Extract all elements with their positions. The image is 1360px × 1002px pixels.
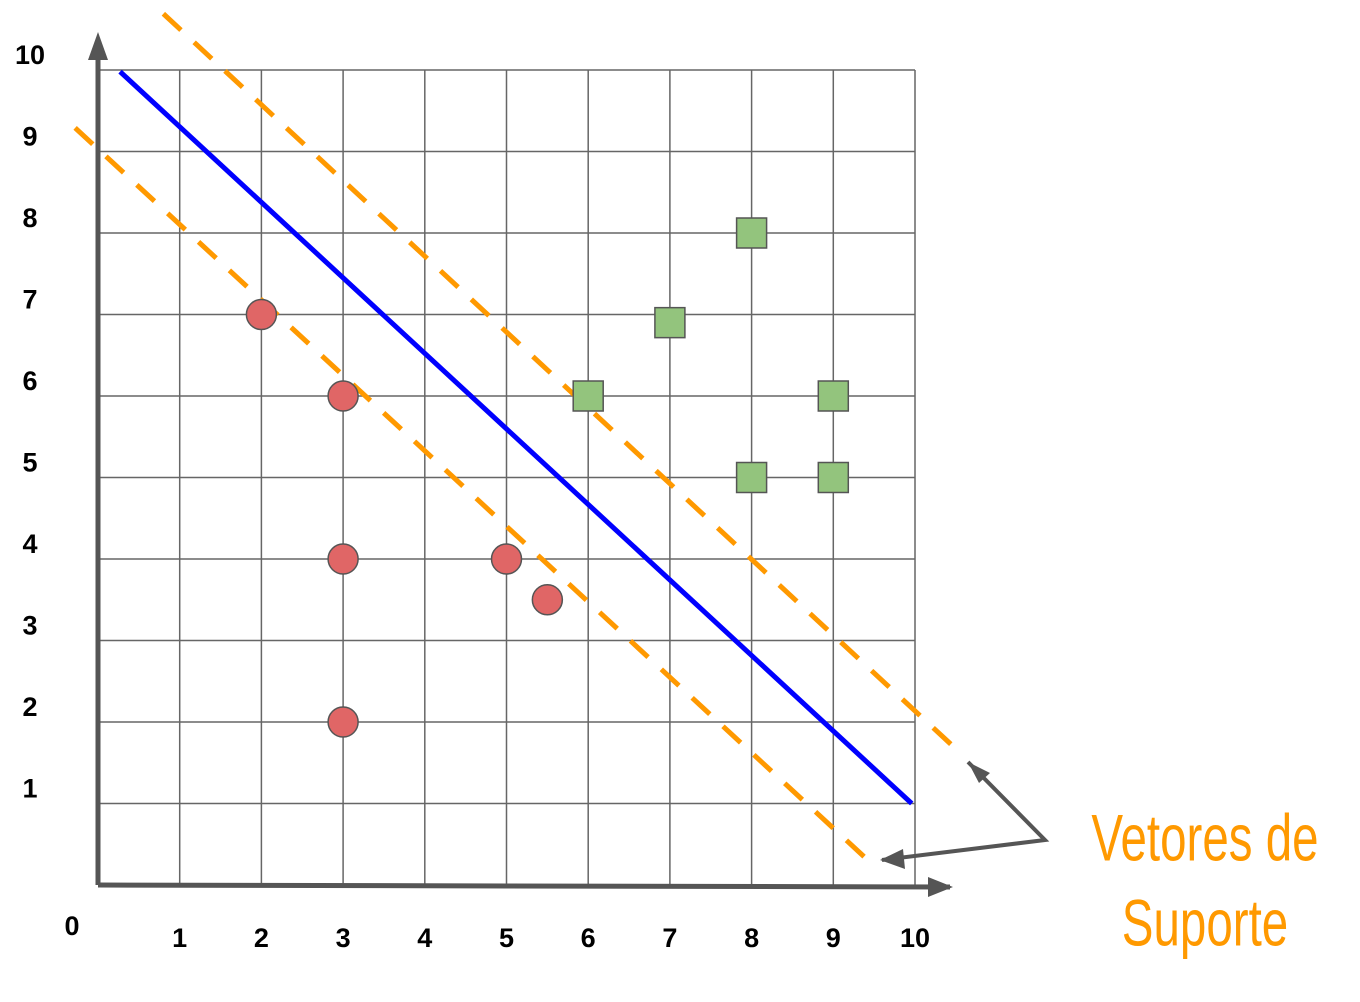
y-tick-label: 3 xyxy=(22,611,37,641)
point xyxy=(654,306,686,339)
annotation-arrows xyxy=(881,760,1050,862)
point xyxy=(817,380,850,412)
arrow-head xyxy=(968,762,990,783)
x-tick-label: 10 xyxy=(900,923,930,953)
x-tick-label: 6 xyxy=(581,923,596,953)
line xyxy=(118,69,914,806)
arrow-head xyxy=(880,849,905,869)
ticks: 0 1 2 3 4 5 6 7 8 9 10 1 2 3 4 5 6 7 8 9 10 xyxy=(15,40,930,953)
y-tick-label: 9 xyxy=(22,122,37,152)
y-tick-label: 5 xyxy=(22,448,37,478)
x-tick-label: 4 xyxy=(417,923,432,953)
x-tick-label: 7 xyxy=(662,923,677,953)
y-tick-label: 8 xyxy=(22,203,37,233)
point xyxy=(572,380,604,412)
point xyxy=(531,584,564,616)
lines xyxy=(73,11,957,865)
point xyxy=(327,380,359,412)
y-tick-label: 10 xyxy=(15,40,45,70)
grid xyxy=(98,69,916,885)
x-tick-label: 2 xyxy=(254,923,269,953)
x-tick-label: 0 xyxy=(64,911,79,941)
x-tick-label: 8 xyxy=(744,923,759,953)
point xyxy=(735,461,768,494)
annotation-text: Vetores de xyxy=(1091,802,1318,875)
point xyxy=(327,543,359,575)
annotation: Vetores de Suporte xyxy=(1091,802,1318,960)
annotation-text: Suporte xyxy=(1122,887,1288,960)
points xyxy=(245,217,850,738)
line xyxy=(73,126,872,865)
point xyxy=(327,706,359,738)
x-axis-arrow xyxy=(928,877,953,897)
point xyxy=(490,543,523,575)
x-tick-label: 5 xyxy=(499,923,514,953)
y-tick-label: 2 xyxy=(22,692,37,722)
y-tick-label: 6 xyxy=(22,366,37,396)
x-tick-label: 1 xyxy=(172,923,187,953)
point xyxy=(245,298,278,331)
y-tick-label: 1 xyxy=(22,774,37,804)
y-tick-label: 7 xyxy=(22,285,37,315)
x-axis xyxy=(97,882,951,890)
line xyxy=(161,11,957,750)
point xyxy=(735,217,768,249)
x-tick-label: 9 xyxy=(826,923,841,953)
y-tick-label: 4 xyxy=(22,529,37,559)
y-axis-arrow xyxy=(88,32,108,60)
point xyxy=(817,461,850,494)
x-tick-label: 3 xyxy=(336,923,351,953)
